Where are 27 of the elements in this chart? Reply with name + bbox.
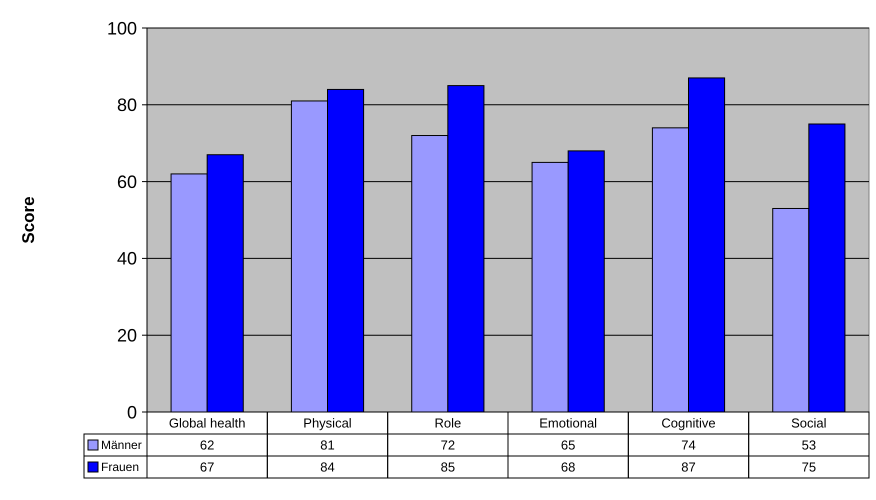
legend-label: Frauen (101, 460, 140, 474)
data-label: 81 (320, 438, 335, 453)
data-label: 74 (681, 438, 696, 453)
x-tick-label: Global health (168, 416, 246, 431)
x-tick-label: Physical (303, 416, 352, 431)
y-tick-label: 20 (116, 326, 137, 346)
data-label: 72 (440, 438, 456, 453)
x-tick-label: Role (434, 416, 462, 431)
data-label: 67 (200, 460, 214, 475)
x-tick-label: Social (791, 416, 827, 431)
data-label: 68 (560, 460, 576, 475)
y-tick-label: 80 (116, 95, 137, 116)
y-tick-label: 40 (116, 248, 137, 269)
data-label: 85 (440, 460, 456, 475)
y-axis-title: Score (19, 196, 38, 244)
y-tick-label: 100 (106, 18, 137, 38)
data-label: 53 (802, 438, 816, 453)
data-label: 62 (200, 438, 214, 453)
y-tick-label: 0 (126, 402, 137, 422)
y-tick-label: 60 (116, 172, 137, 192)
data-label: 75 (802, 460, 816, 475)
data-label: 84 (320, 460, 335, 475)
legend-label: Männer (101, 438, 142, 452)
x-tick-label: Cognitive (661, 416, 716, 431)
data-label: 65 (560, 438, 576, 453)
data-label: 87 (681, 460, 696, 475)
x-tick-label: Emotional (539, 416, 598, 431)
